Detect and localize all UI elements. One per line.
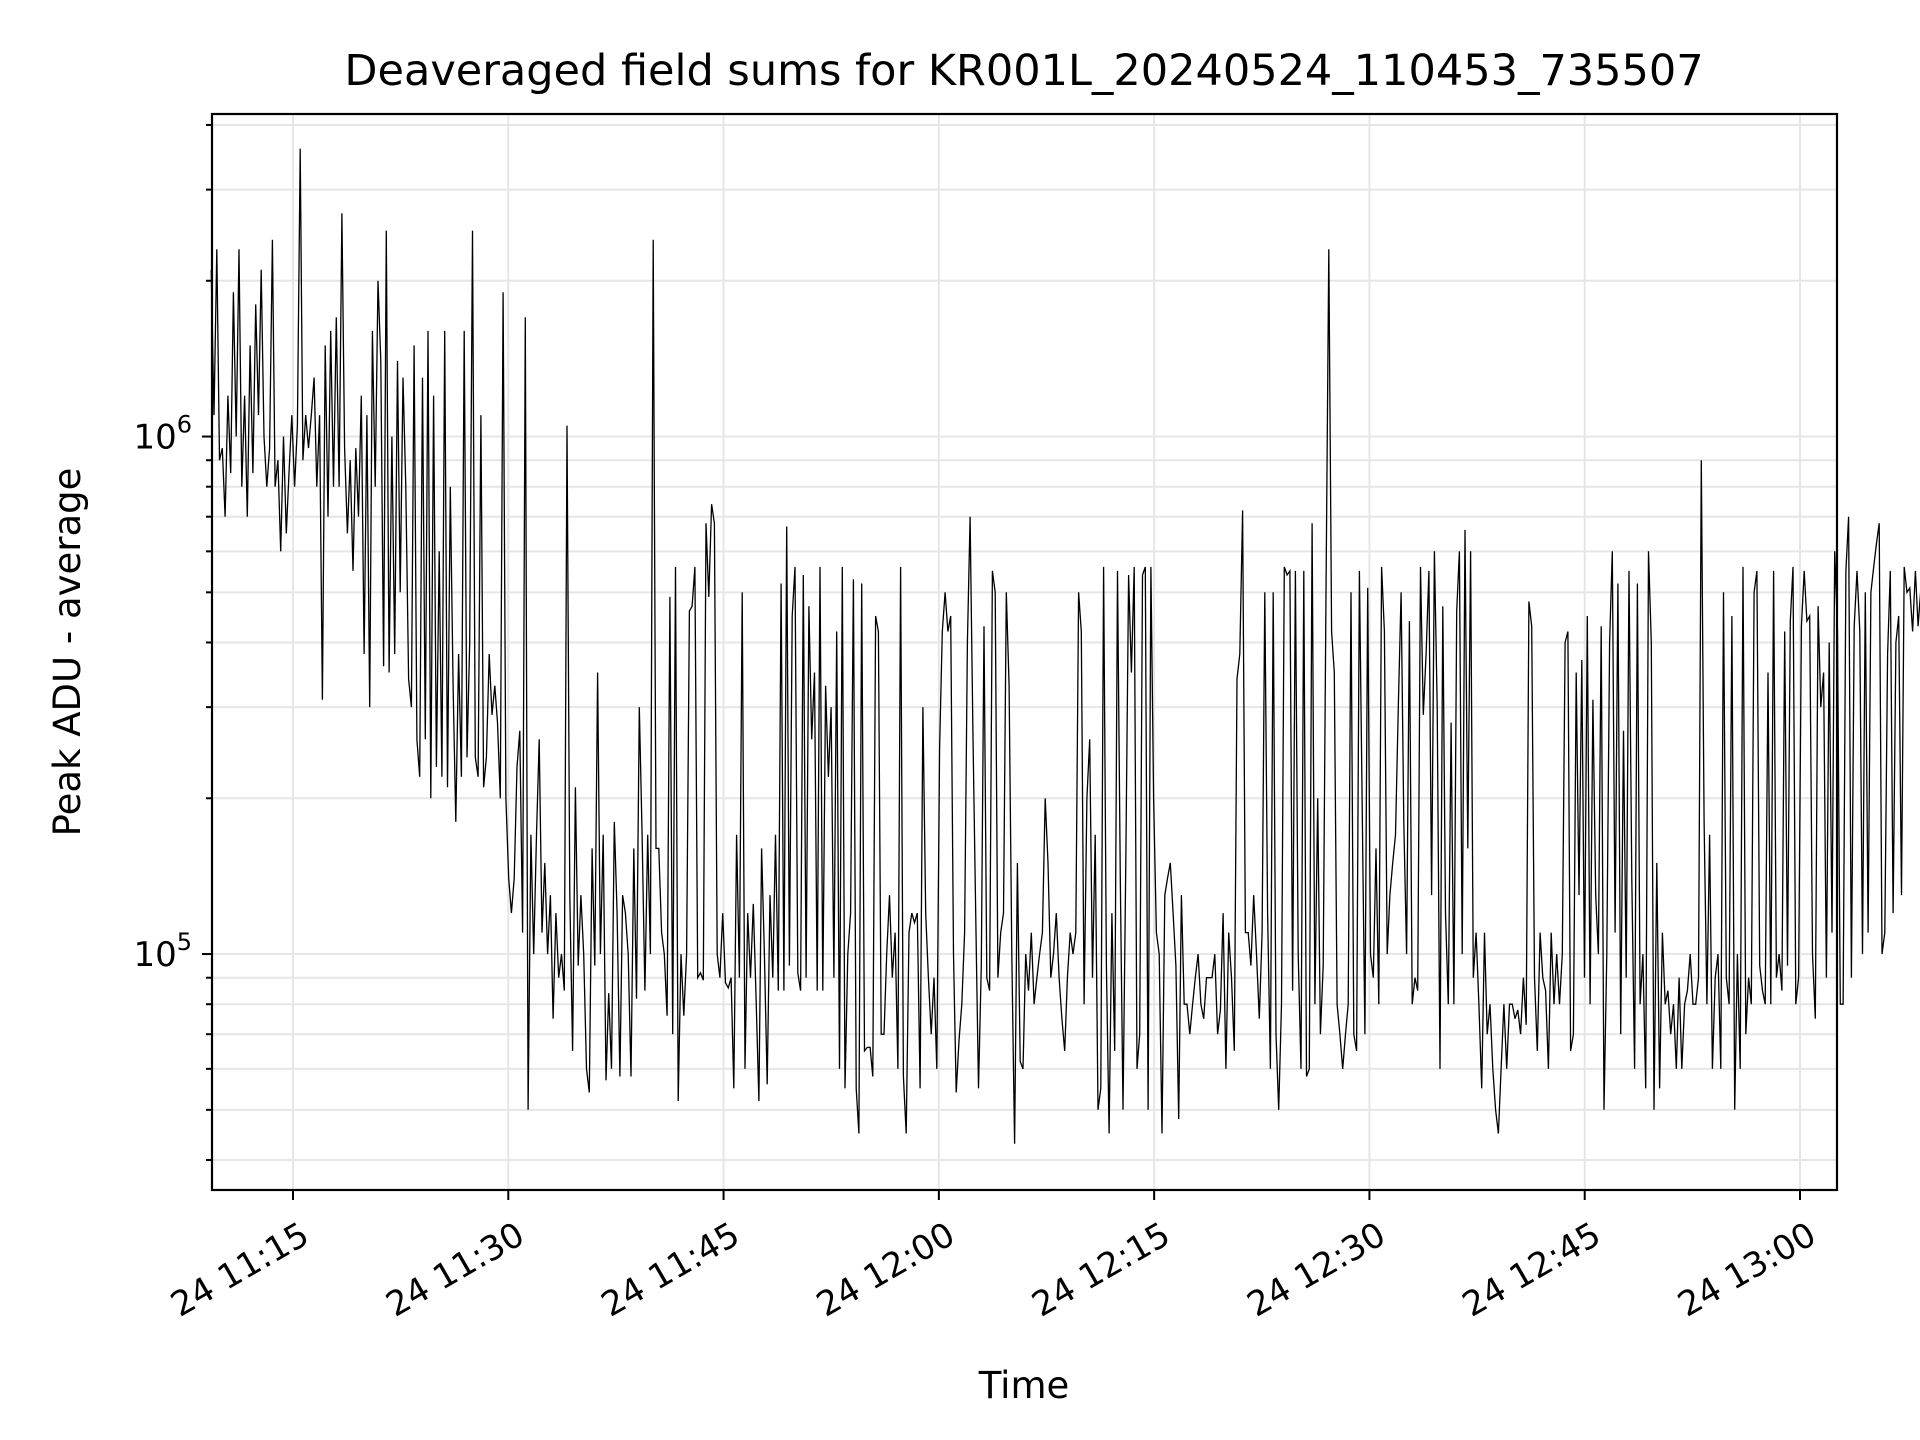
plot-area xyxy=(210,148,1920,1144)
y-tick-base: 10 xyxy=(133,935,176,975)
y-tick-label: 106 xyxy=(133,411,192,458)
y-tick-base: 10 xyxy=(133,418,176,458)
x-axis-label: Time xyxy=(978,1364,1070,1407)
y-tick-label: 105 xyxy=(133,928,192,975)
y-tick-exponent: 6 xyxy=(177,411,192,439)
chart-title: Deaveraged field sums for KR001L_2024052… xyxy=(344,46,1703,96)
y-tick-exponent: 5 xyxy=(177,928,192,956)
series-line xyxy=(210,148,1920,1144)
axes-frame xyxy=(210,112,1839,1192)
y-axis-label: Peak ADU - average xyxy=(46,468,89,837)
